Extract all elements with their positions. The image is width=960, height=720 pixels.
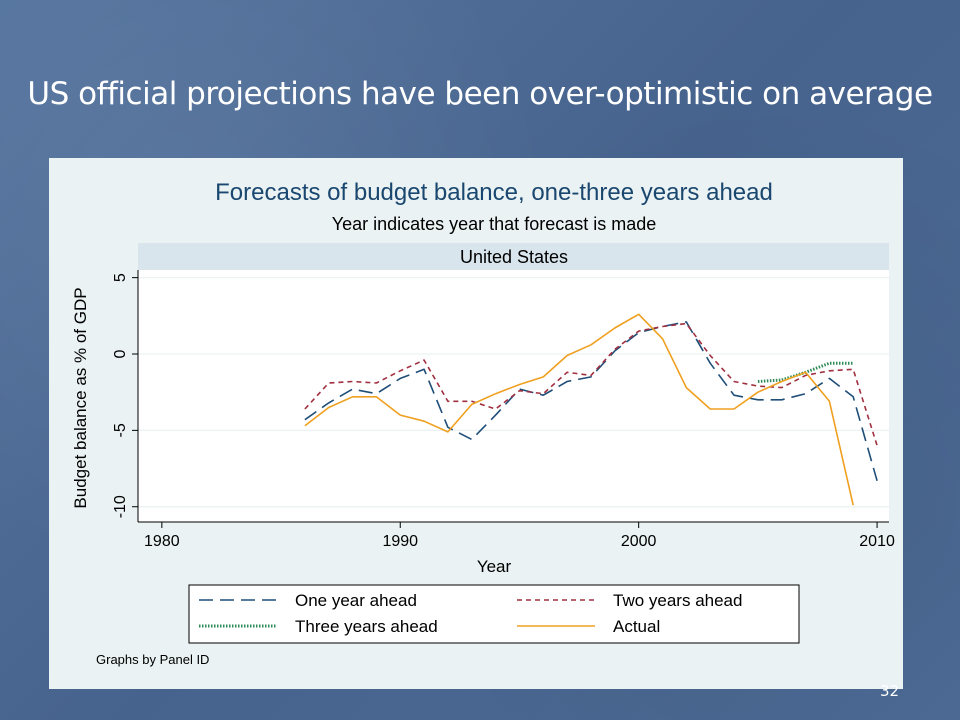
slide-number: 32 <box>880 682 900 700</box>
y-tick-label-3: -10 <box>112 495 129 518</box>
y-ticks: 5 0 -5 -10 <box>112 273 138 518</box>
x-tick-label-0: 1980 <box>144 533 180 550</box>
x-tick-label-2: 2000 <box>621 533 657 550</box>
slide-title: US official projections have been over-o… <box>27 76 933 112</box>
panel-header-strip <box>138 243 889 270</box>
legend-label-two-years-ahead: Two years ahead <box>613 591 742 610</box>
x-tick-label-1: 1990 <box>382 533 418 550</box>
series-line-one-year-ahead <box>304 321 878 482</box>
y-tick-label-2: -5 <box>112 423 129 437</box>
x-ticks: 1980 1990 2000 2010 <box>144 522 895 550</box>
y-tick-label-1: 0 <box>112 349 129 358</box>
chart-title: Forecasts of budget balance, one-three y… <box>215 179 773 206</box>
x-axis-label: Year <box>477 557 512 576</box>
graphs-by-note: Graphs by Panel ID <box>96 652 209 667</box>
legend-label-one-year-ahead: One year ahead <box>295 591 417 610</box>
legend-label-three-years-ahead: Three years ahead <box>295 617 438 636</box>
chart-subtitle: Year indicates year that forecast is mad… <box>332 214 657 234</box>
legend-box <box>188 584 800 644</box>
series-line-actual <box>304 313 854 506</box>
y-tick-label-0: 5 <box>112 273 129 282</box>
panel-label: United States <box>460 247 568 267</box>
x-tick-label-3: 2010 <box>859 533 895 550</box>
legend-label-actual: Actual <box>613 617 660 636</box>
grid-lines <box>138 277 889 508</box>
series-line-two-years-ahead <box>304 322 878 446</box>
budget-balance-chart: Forecasts of budget balance, one-three y… <box>71 179 895 667</box>
figure-panel: Forecasts of budget balance, one-three y… <box>49 158 903 689</box>
y-axis-label: Budget balance as % of GDP <box>71 287 90 508</box>
legend: One year ahead Two years ahead Three years… <box>199 591 742 636</box>
series-lines <box>304 313 878 506</box>
